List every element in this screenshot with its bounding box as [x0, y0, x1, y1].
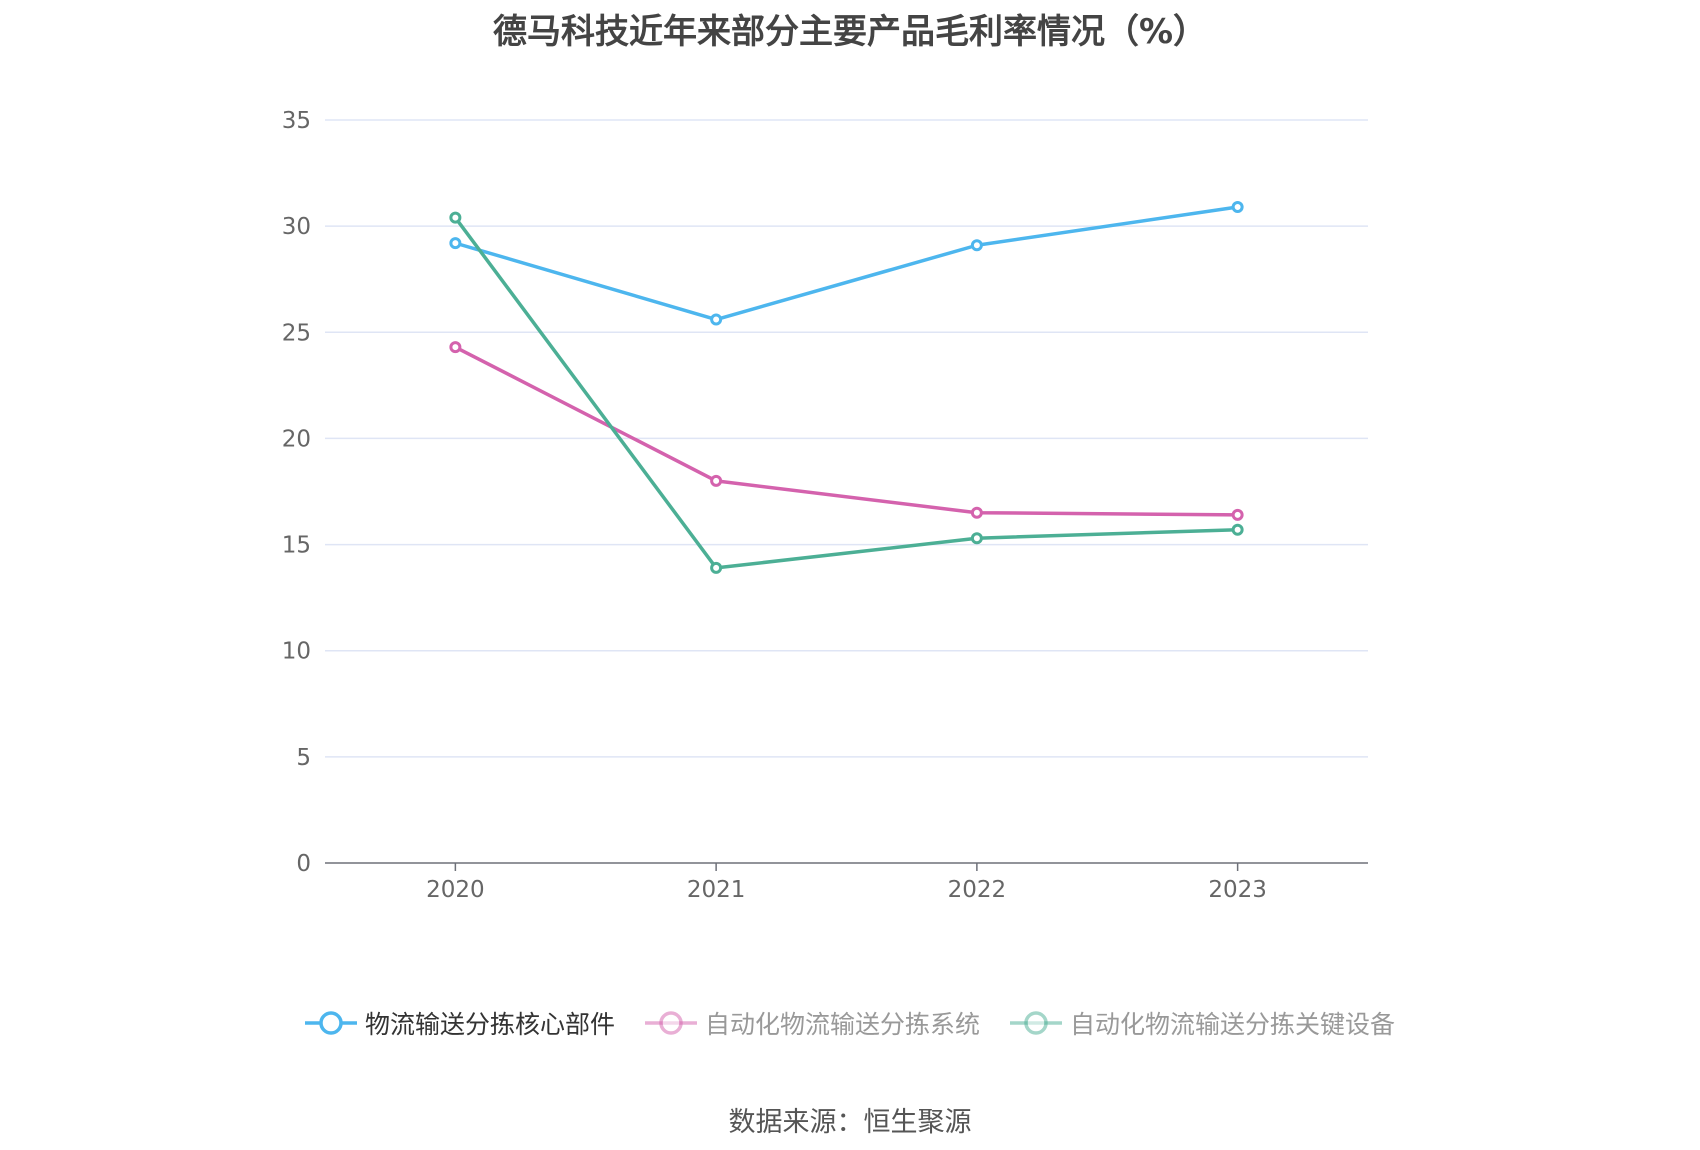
y-tick-label: 35 [282, 108, 311, 134]
line-chart: 0 5 10 15 20 25 30 35 2020 2021 2022 2023 [282, 108, 1368, 903]
y-tick-label: 15 [282, 533, 311, 559]
series-line-2 [454, 345, 1238, 517]
legend-item-2[interactable]: 自动化物流输送分拣系统 [644, 1005, 980, 1041]
data-point [1231, 201, 1244, 214]
legend-label: 自动化物流输送分拣关键设备 [1070, 1010, 1396, 1039]
x-tick-label: 2021 [687, 877, 746, 903]
y-tick-label: 30 [282, 214, 311, 240]
data-point [1231, 508, 1244, 521]
data-point [449, 237, 462, 250]
data-point [1231, 523, 1244, 536]
series-line-1 [454, 205, 1238, 322]
data-point [710, 474, 723, 487]
data-point [710, 561, 723, 574]
chart-title: 德马科技近年来部分主要产品毛利率情况（%） [492, 12, 1208, 52]
data-point [710, 313, 723, 326]
x-tick-label: 2022 [948, 877, 1007, 903]
series-line-3 [453, 216, 1238, 570]
x-tick-label: 2020 [426, 877, 485, 903]
legend-item-3[interactable]: 自动化物流输送分拣关键设备 [1010, 1005, 1395, 1041]
legend-label: 物流输送分拣核心部件 [364, 1010, 615, 1039]
data-source: 数据来源：恒生聚源 [728, 1107, 972, 1138]
y-tick-label: 20 [282, 426, 311, 452]
y-tick-label: 10 [282, 639, 311, 665]
data-point [970, 532, 983, 545]
legend: 物流输送分拣核心部件 自动化物流输送分拣系统 自动化物流输送分拣关键设备 [0, 1005, 1700, 1041]
x-tick-label: 2023 [1208, 877, 1267, 903]
legend-item-1[interactable]: 物流输送分拣核心部件 [304, 1005, 615, 1041]
y-tick-label: 0 [296, 851, 311, 877]
y-tick-label: 5 [296, 745, 311, 771]
legend-marker-icon [644, 1011, 697, 1035]
data-point [449, 211, 462, 224]
y-tick-label: 25 [282, 320, 311, 346]
data-point [970, 239, 983, 252]
legend-marker-icon [1010, 1011, 1062, 1035]
legend-marker-icon [304, 1011, 357, 1035]
legend-label: 自动化物流输送分拣系统 [704, 1010, 980, 1039]
data-point [449, 341, 462, 354]
data-point [970, 506, 983, 519]
